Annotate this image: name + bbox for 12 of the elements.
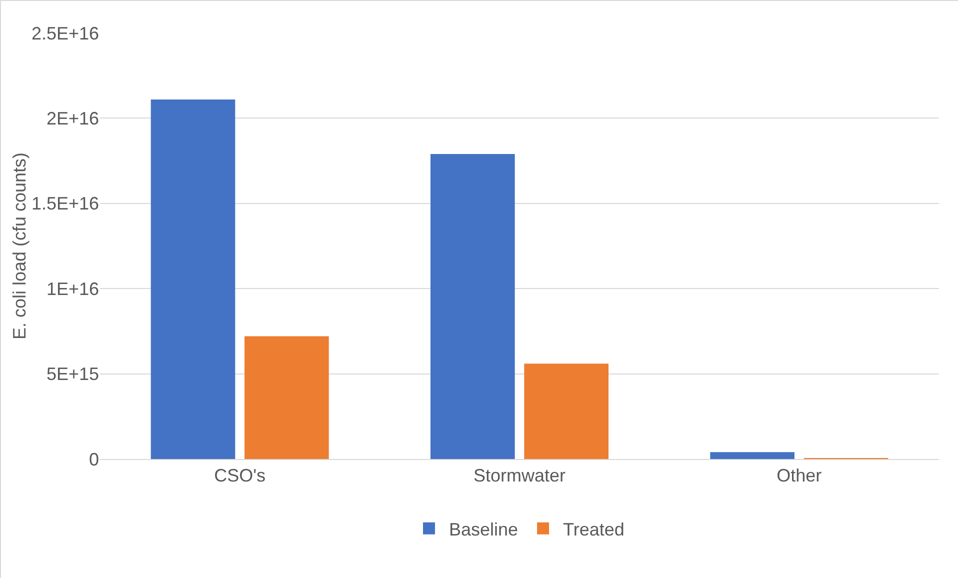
y-axis-title: E. coli load (cfu counts)	[9, 152, 30, 340]
legend-label: Baseline	[449, 519, 518, 540]
y-tick-label: 0	[88, 449, 99, 470]
y-tick-label: 5E+15	[46, 364, 99, 384]
y-tick-label: 2E+16	[46, 108, 99, 128]
legend-label: Treated	[563, 519, 624, 540]
x-tick-label: Stormwater	[473, 466, 566, 486]
y-tick-label: 1E+16	[46, 278, 99, 299]
y-tick-label: 1.5E+16	[31, 194, 99, 214]
x-tick-label: CSO's	[214, 466, 266, 486]
x-tick-label: Other	[776, 466, 822, 486]
y-tick-label: 2.5E+16	[31, 23, 99, 44]
